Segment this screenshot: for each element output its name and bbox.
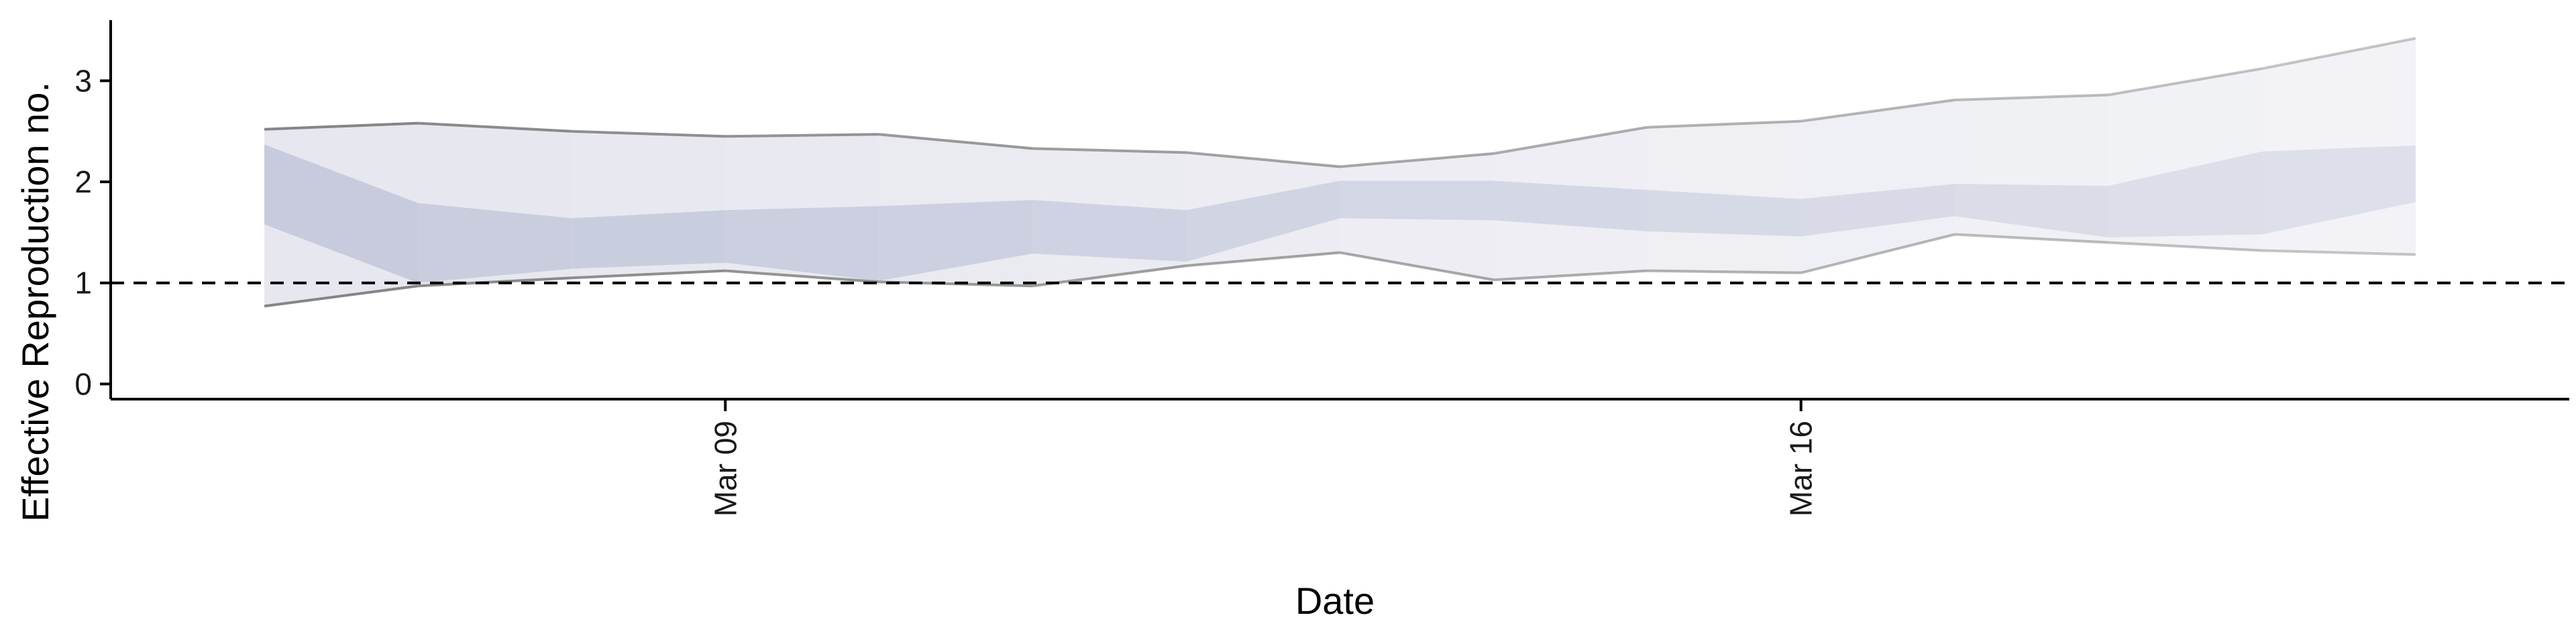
- ci90-band-segment: [1801, 100, 1955, 273]
- y-axis-title: Effective Reproduction no.: [14, 82, 56, 522]
- ci90-upper-segment: [264, 121, 419, 131]
- ci90-upper-segment: [1647, 119, 1801, 129]
- ci-bands: [264, 38, 2416, 307]
- ci90-upper-segment: [1801, 99, 1955, 123]
- ci50-band-segment: [1032, 200, 1187, 262]
- ci50-band-segment: [572, 210, 726, 269]
- ci90-lower-segment: [264, 284, 419, 308]
- y-tick-label: 3: [74, 63, 92, 98]
- ci90-upper-segment: [1954, 93, 2108, 102]
- ci90-upper-segment: [1493, 125, 1648, 155]
- ci50-band-segment: [2108, 151, 2262, 237]
- ci90-lower-segment: [2108, 241, 2262, 252]
- ci50-band-segment: [1801, 184, 1955, 237]
- ci90-lower-segment: [725, 269, 879, 284]
- ci90-band-segment: [2261, 38, 2416, 255]
- ci50-band-segment: [879, 200, 1033, 281]
- ci90-lower-segment: [1493, 269, 1648, 282]
- ci90-band-segment: [1647, 121, 1801, 273]
- ci50-band-segment: [1493, 180, 1648, 231]
- x-axis: Mar 09 Mar 16: [111, 398, 2569, 517]
- ci50-band-segment: [725, 206, 879, 281]
- ci90-lower-segment: [1647, 269, 1801, 274]
- y-tick-label: 1: [74, 266, 92, 301]
- ci90-band-segment: [1954, 95, 2108, 243]
- ci90-upper-segment: [1340, 152, 1494, 168]
- ci90-lower-segment: [418, 276, 572, 288]
- ci50-band-segment: [1186, 180, 1340, 262]
- x-ticks: Mar 09 Mar 16: [708, 399, 1819, 517]
- ci50-band-segment: [1647, 190, 1801, 237]
- ci90-band-segment: [2108, 68, 2262, 251]
- plot-area: [111, 37, 2569, 308]
- ci90-lower-segment: [1186, 251, 1340, 268]
- ci-bound-lines: [264, 37, 2416, 308]
- ci50-band-segment: [2261, 145, 2416, 235]
- ci50-band-segment: [264, 144, 419, 283]
- y-tick-label: 0: [74, 366, 92, 401]
- ci50-band-segment: [1954, 184, 2108, 237]
- ci90-upper-segment: [418, 121, 572, 133]
- ci90-upper-segment: [1186, 151, 1340, 168]
- ci90-lower-segment: [1801, 233, 1955, 274]
- y-axis: 0 1 2 3: [74, 20, 112, 401]
- x-tick-label: Mar 09: [708, 421, 743, 517]
- x-tick-label: Mar 16: [1784, 421, 1819, 517]
- ci90-upper-segment: [725, 133, 879, 138]
- ci90-upper-segment: [2108, 67, 2263, 97]
- ci90-upper-segment: [879, 133, 1033, 150]
- ci90-lower-segment: [1954, 233, 2108, 244]
- y-ticks: 0 1 2 3: [74, 63, 111, 401]
- ci90-upper-segment: [572, 129, 726, 138]
- ci90-upper-segment: [1032, 147, 1187, 154]
- ci90-lower-segment: [1340, 251, 1494, 282]
- ci90-lower-segment: [572, 269, 726, 280]
- x-axis-title: Date: [1295, 580, 1375, 622]
- ci50-band-segment: [418, 203, 572, 283]
- y-tick-label: 2: [74, 164, 92, 199]
- ci90-lower-segment: [2261, 249, 2416, 256]
- ci90-band-segment: [1340, 153, 1494, 280]
- ci90-upper-segment: [2261, 37, 2416, 70]
- ci90-band-segment: [1493, 127, 1648, 280]
- ci50-band-segment: [1340, 180, 1494, 221]
